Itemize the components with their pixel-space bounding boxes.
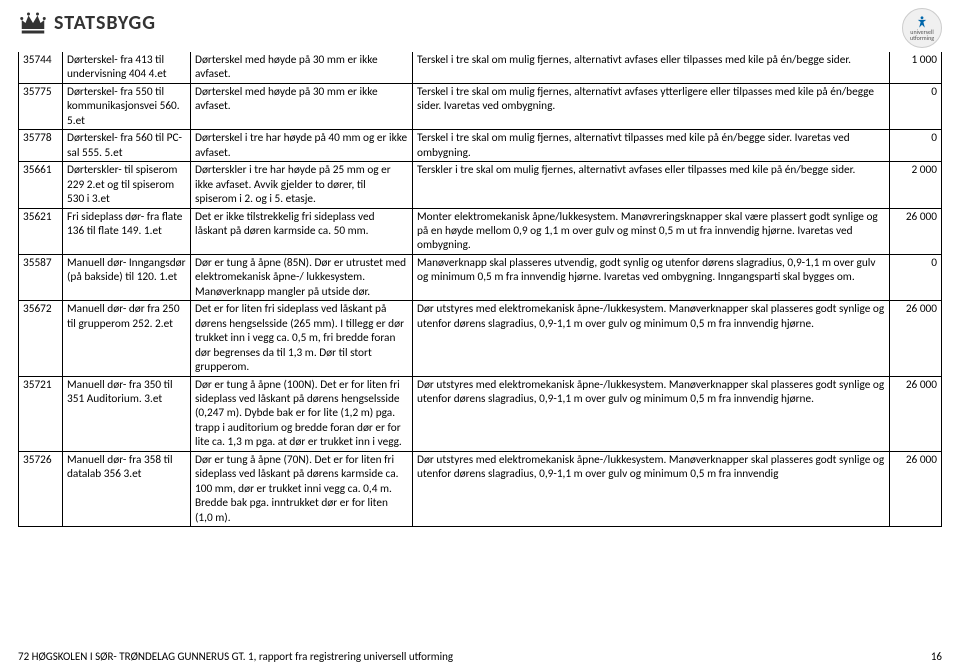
cell-location: Manuell dør- dør fra 250 til grupperom 2… [63,301,191,376]
accessibility-icon [915,15,929,29]
cell-id: 35587 [19,254,63,300]
cell-action: Dør utstyres med elektromekanisk åpne-/l… [413,301,890,376]
crown-icon [18,8,48,38]
cell-description: Det er for liten fri sideplass ved låska… [191,301,413,376]
cell-cost: 26 000 [890,301,942,376]
cell-id: 35778 [19,130,63,162]
table-row: 35721Manuell dør- fra 350 til 351 Audito… [19,376,942,451]
cell-id: 35661 [19,162,63,208]
cell-description: Dørterskel med høyde på 30 mm er ikke av… [191,52,413,83]
cell-id: 35672 [19,301,63,376]
cell-location: Manuell dør- fra 358 til datalab 356 3.e… [63,451,191,526]
table-row: 35621Fri sideplass dør- fra flate 136 ti… [19,208,942,254]
cell-location: Dørterskel- fra 550 til kommunikasjonsve… [63,83,191,129]
cell-action: Terskel i tre skal om mulig fjernes, alt… [413,130,890,162]
cell-action: Terskel i tre skal om mulig fjernes, alt… [413,52,890,83]
cell-action: Monter elektromekanisk åpne/lukkesystem.… [413,208,890,254]
footer-text: 72 HØGSKOLEN I SØR- TRØNDELAG GUNNERUS G… [18,650,453,663]
cell-cost: 2 000 [890,162,942,208]
cell-action: Dør utstyres med elektromekanisk åpne-/l… [413,376,890,451]
cell-description: Dør er tung å åpne (100N). Det er for li… [191,376,413,451]
cell-location: Manuell dør- fra 350 til 351 Auditorium.… [63,376,191,451]
cell-cost: 26 000 [890,451,942,526]
cell-description: Dør er tung å åpne (85N). Dør er utruste… [191,254,413,300]
cell-cost: 0 [890,83,942,129]
cell-description: Dørterskel i tre har høyde på 40 mm og e… [191,130,413,162]
page-header: STATSBYGG universell utforming [18,8,942,48]
cell-description: Det er ikke tilstrekkelig fri sideplass … [191,208,413,254]
cell-cost: 26 000 [890,208,942,254]
uu-badge: universell utforming [902,8,942,48]
cell-action: Dør utstyres med elektromekanisk åpne-/l… [413,451,890,526]
cell-description: Dørterskler i tre har høyde på 25 mm og … [191,162,413,208]
deficiency-table: 35744Dørterskel- fra 413 til undervisnin… [18,52,942,527]
cell-cost: 0 [890,130,942,162]
cell-action: Terskler i tre skal om mulig fjernes, al… [413,162,890,208]
logo-text: STATSBYGG [54,11,156,35]
page-footer: 72 HØGSKOLEN I SØR- TRØNDELAG GUNNERUS G… [18,650,942,663]
cell-location: Manuell dør- Inngangsdør (på bakside) ti… [63,254,191,300]
table-row: 35661Dørterskler- til spiserom 229 2.et … [19,162,942,208]
cell-id: 35726 [19,451,63,526]
table-row: 35744Dørterskel- fra 413 til undervisnin… [19,52,942,83]
cell-location: Dørterskel- fra 413 til undervisning 404… [63,52,191,83]
cell-id: 35744 [19,52,63,83]
cell-description: Dør er tung å åpne (70N). Det er for lit… [191,451,413,526]
table-row: 35775Dørterskel- fra 550 til kommunikasj… [19,83,942,129]
page-number: 16 [931,650,942,663]
cell-id: 35621 [19,208,63,254]
table-row: 35778Dørterskel- fra 560 til PC-sal 555.… [19,130,942,162]
cell-cost: 1 000 [890,52,942,83]
cell-description: Dørterskel med høyde på 30 mm er ikke av… [191,83,413,129]
cell-location: Dørterskel- fra 560 til PC-sal 555. 5.et [63,130,191,162]
logo: STATSBYGG [18,8,156,38]
cell-id: 35775 [19,83,63,129]
cell-action: Manøverknapp skal plasseres utvendig, go… [413,254,890,300]
table-row: 35672Manuell dør- dør fra 250 til gruppe… [19,301,942,376]
cell-id: 35721 [19,376,63,451]
table-row: 35726Manuell dør- fra 358 til datalab 35… [19,451,942,526]
cell-location: Fri sideplass dør- fra flate 136 til fla… [63,208,191,254]
cell-location: Dørterskler- til spiserom 229 2.et og ti… [63,162,191,208]
cell-cost: 26 000 [890,376,942,451]
table-row: 35587Manuell dør- Inngangsdør (på baksid… [19,254,942,300]
badge-text-2: utforming [910,35,934,41]
cell-cost: 0 [890,254,942,300]
cell-action: Terskel i tre skal om mulig fjernes, alt… [413,83,890,129]
